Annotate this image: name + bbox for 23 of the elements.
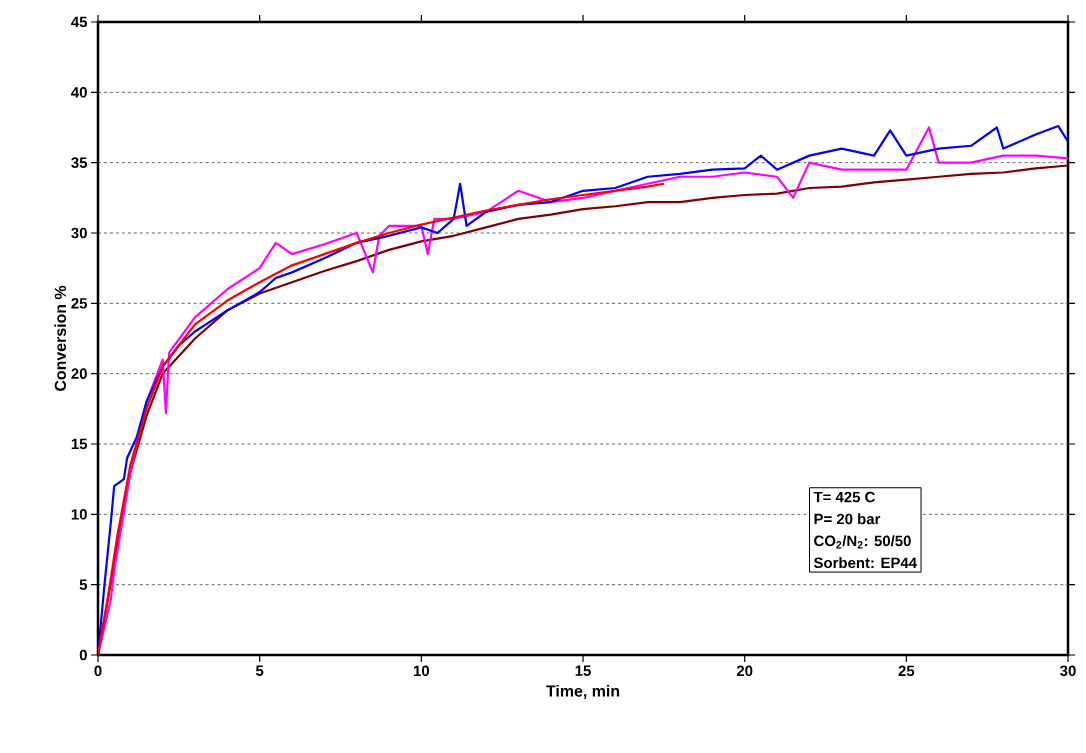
y-tick-label: 35 xyxy=(71,157,88,168)
x-tick-label: 0 xyxy=(94,665,102,677)
x-tick-label: 15 xyxy=(575,665,591,676)
x-tick-label: 20 xyxy=(736,665,753,677)
y-axis-title: Conversion % xyxy=(54,285,67,391)
annotation: Sorbent: EP44 xyxy=(813,557,917,569)
y-tick-label: 15 xyxy=(71,438,88,450)
x-axis-title: Time, min xyxy=(546,684,620,699)
y-tick-label: 45 xyxy=(71,16,88,28)
x-tick-label: 30 xyxy=(1060,665,1076,677)
x-tick-label: 10 xyxy=(413,665,430,677)
x-tick-label: 5 xyxy=(255,665,264,676)
y-tick-label: 20 xyxy=(71,368,87,379)
annotation: T= 425 C xyxy=(813,491,875,503)
y-tick-label: 5 xyxy=(79,579,88,590)
x-tick-label: 25 xyxy=(898,665,915,677)
y-tick-label: 10 xyxy=(71,509,87,520)
y-tick-label: 25 xyxy=(71,298,88,309)
y-tick-label: 40 xyxy=(71,87,87,98)
annotation: P= 20 bar xyxy=(814,513,881,525)
annotation: CO$_{2}$/N$_{2}$: 50/50 xyxy=(814,535,911,549)
y-tick-label: 0 xyxy=(79,649,87,661)
y-tick-label: 30 xyxy=(71,227,87,239)
